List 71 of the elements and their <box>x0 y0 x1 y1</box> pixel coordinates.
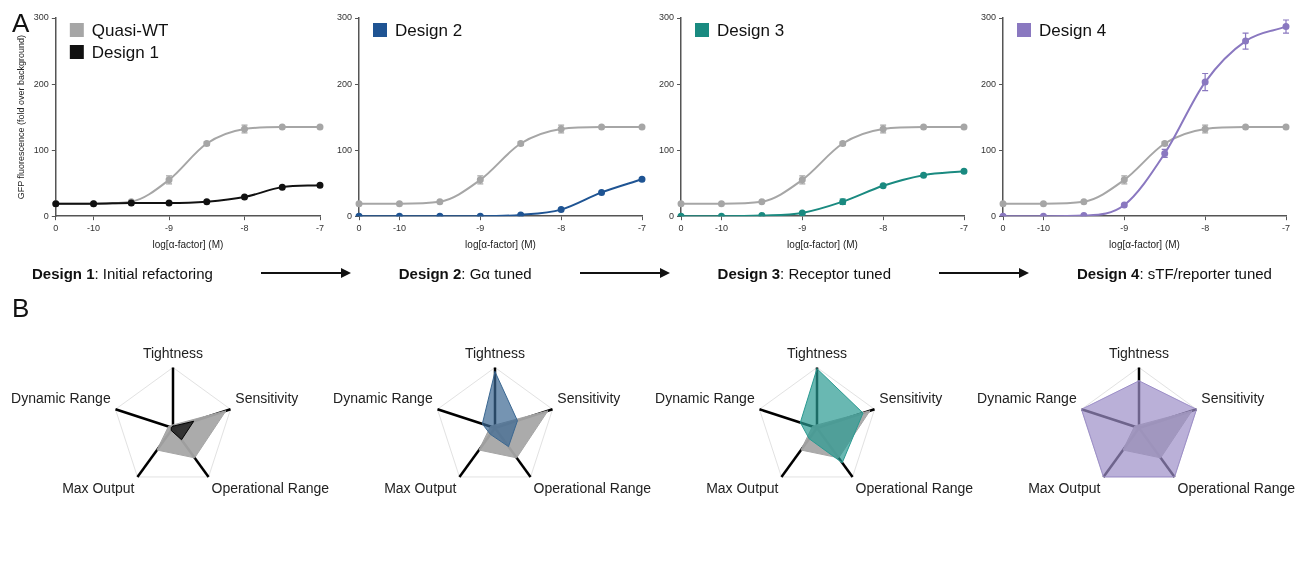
spoke-label: Dynamic Range <box>655 390 755 407</box>
y-tick-label: 100 <box>658 144 675 155</box>
spoke-label: Max Output <box>706 480 779 497</box>
text: Design 1: Initial refactoring <box>31 264 213 282</box>
spoke-label: Dynamic Range <box>977 390 1077 407</box>
spoke-label: Max Output <box>62 480 135 497</box>
x-tick-label: -7 <box>637 223 647 234</box>
y-tick-label: 200 <box>980 78 997 89</box>
y-tick-label: 200 <box>658 78 675 89</box>
spoke-label: Operational Range <box>1177 480 1296 497</box>
legend-label: Design 2 <box>395 20 463 40</box>
y-tick-label: 100 <box>33 144 49 155</box>
x-tick-label: -8 <box>879 223 888 234</box>
x-axis-title: log[α-factor] (M) <box>1109 238 1180 250</box>
x-tick-label: -7 <box>315 223 325 234</box>
x-tick-label: -9 <box>476 223 485 234</box>
spoke-label: Dynamic Range <box>333 390 433 407</box>
y-tick-label: 300 <box>33 12 49 23</box>
y-tick-label: 300 <box>658 12 675 23</box>
y-tick-label: 300 <box>336 12 353 23</box>
y-tick-label: 300 <box>980 12 997 23</box>
legend-label: Design 4 <box>1039 20 1107 40</box>
x-axis-title: log[α-factor] (M) <box>465 238 536 250</box>
spoke-label: Dynamic Range <box>11 390 111 407</box>
x-tick-label: -10 <box>1036 223 1050 234</box>
y-tick-label: 200 <box>33 78 49 89</box>
legend-label: Quasi-WT <box>91 20 169 40</box>
spoke-label: Operational Range <box>533 480 652 497</box>
y-tick-label: 0 <box>991 210 997 221</box>
text: Design 3: Receptor tuned <box>717 264 891 282</box>
x-tick-label: -8 <box>240 223 249 234</box>
y-tick-label: 0 <box>669 210 675 221</box>
x-tick-label: -8 <box>557 223 566 234</box>
text: Design 4: sTF/reporter tuned <box>1076 264 1272 282</box>
spoke-label: Tightness <box>142 344 204 361</box>
x-tick-label: -10 <box>87 223 101 234</box>
x-tick-label: -9 <box>165 223 174 234</box>
spoke-label: Operational Range <box>855 480 974 497</box>
spoke-label: Tightness <box>1108 344 1170 361</box>
y-axis-title: GFP fluorescence (fold over background) <box>15 34 26 200</box>
legend-label: Design 3 <box>717 20 785 40</box>
spoke-label: Max Output <box>1028 480 1101 497</box>
x-tick-label: 0 <box>356 223 362 234</box>
y-tick-label: 100 <box>336 144 353 155</box>
x-tick-label: -9 <box>1120 223 1129 234</box>
spoke-label: Tightness <box>786 344 848 361</box>
spoke-label: Operational Range <box>211 480 330 497</box>
y-tick-label: 0 <box>43 210 49 221</box>
x-tick-label: -8 <box>1201 223 1210 234</box>
legend-label: Design 1 <box>91 42 159 62</box>
spoke-label: Sensitivity <box>235 390 299 407</box>
text: B <box>12 293 30 324</box>
spoke-label: Tightness <box>464 344 526 361</box>
x-tick-label: -7 <box>1281 223 1291 234</box>
y-tick-label: 200 <box>336 78 353 89</box>
spoke-label: Sensitivity <box>879 390 943 407</box>
text: Design 2: Gα tuned <box>398 264 532 282</box>
spoke-label: Sensitivity <box>1201 390 1265 407</box>
y-tick-label: 0 <box>347 210 353 221</box>
spoke-label: Max Output <box>384 480 457 497</box>
x-tick-label: 0 <box>1000 223 1006 234</box>
y-tick-label: 100 <box>980 144 997 155</box>
x-tick-label: -9 <box>798 223 807 234</box>
x-axis-title: log[α-factor] (M) <box>152 238 224 250</box>
x-tick-label: -10 <box>392 223 406 234</box>
x-tick-label: -7 <box>959 223 969 234</box>
x-tick-label: 0 <box>678 223 684 234</box>
x-tick-label: -10 <box>714 223 728 234</box>
x-axis-title: log[α-factor] (M) <box>787 238 858 250</box>
x-tick-label: 0 <box>53 223 59 234</box>
spoke-label: Sensitivity <box>557 390 621 407</box>
